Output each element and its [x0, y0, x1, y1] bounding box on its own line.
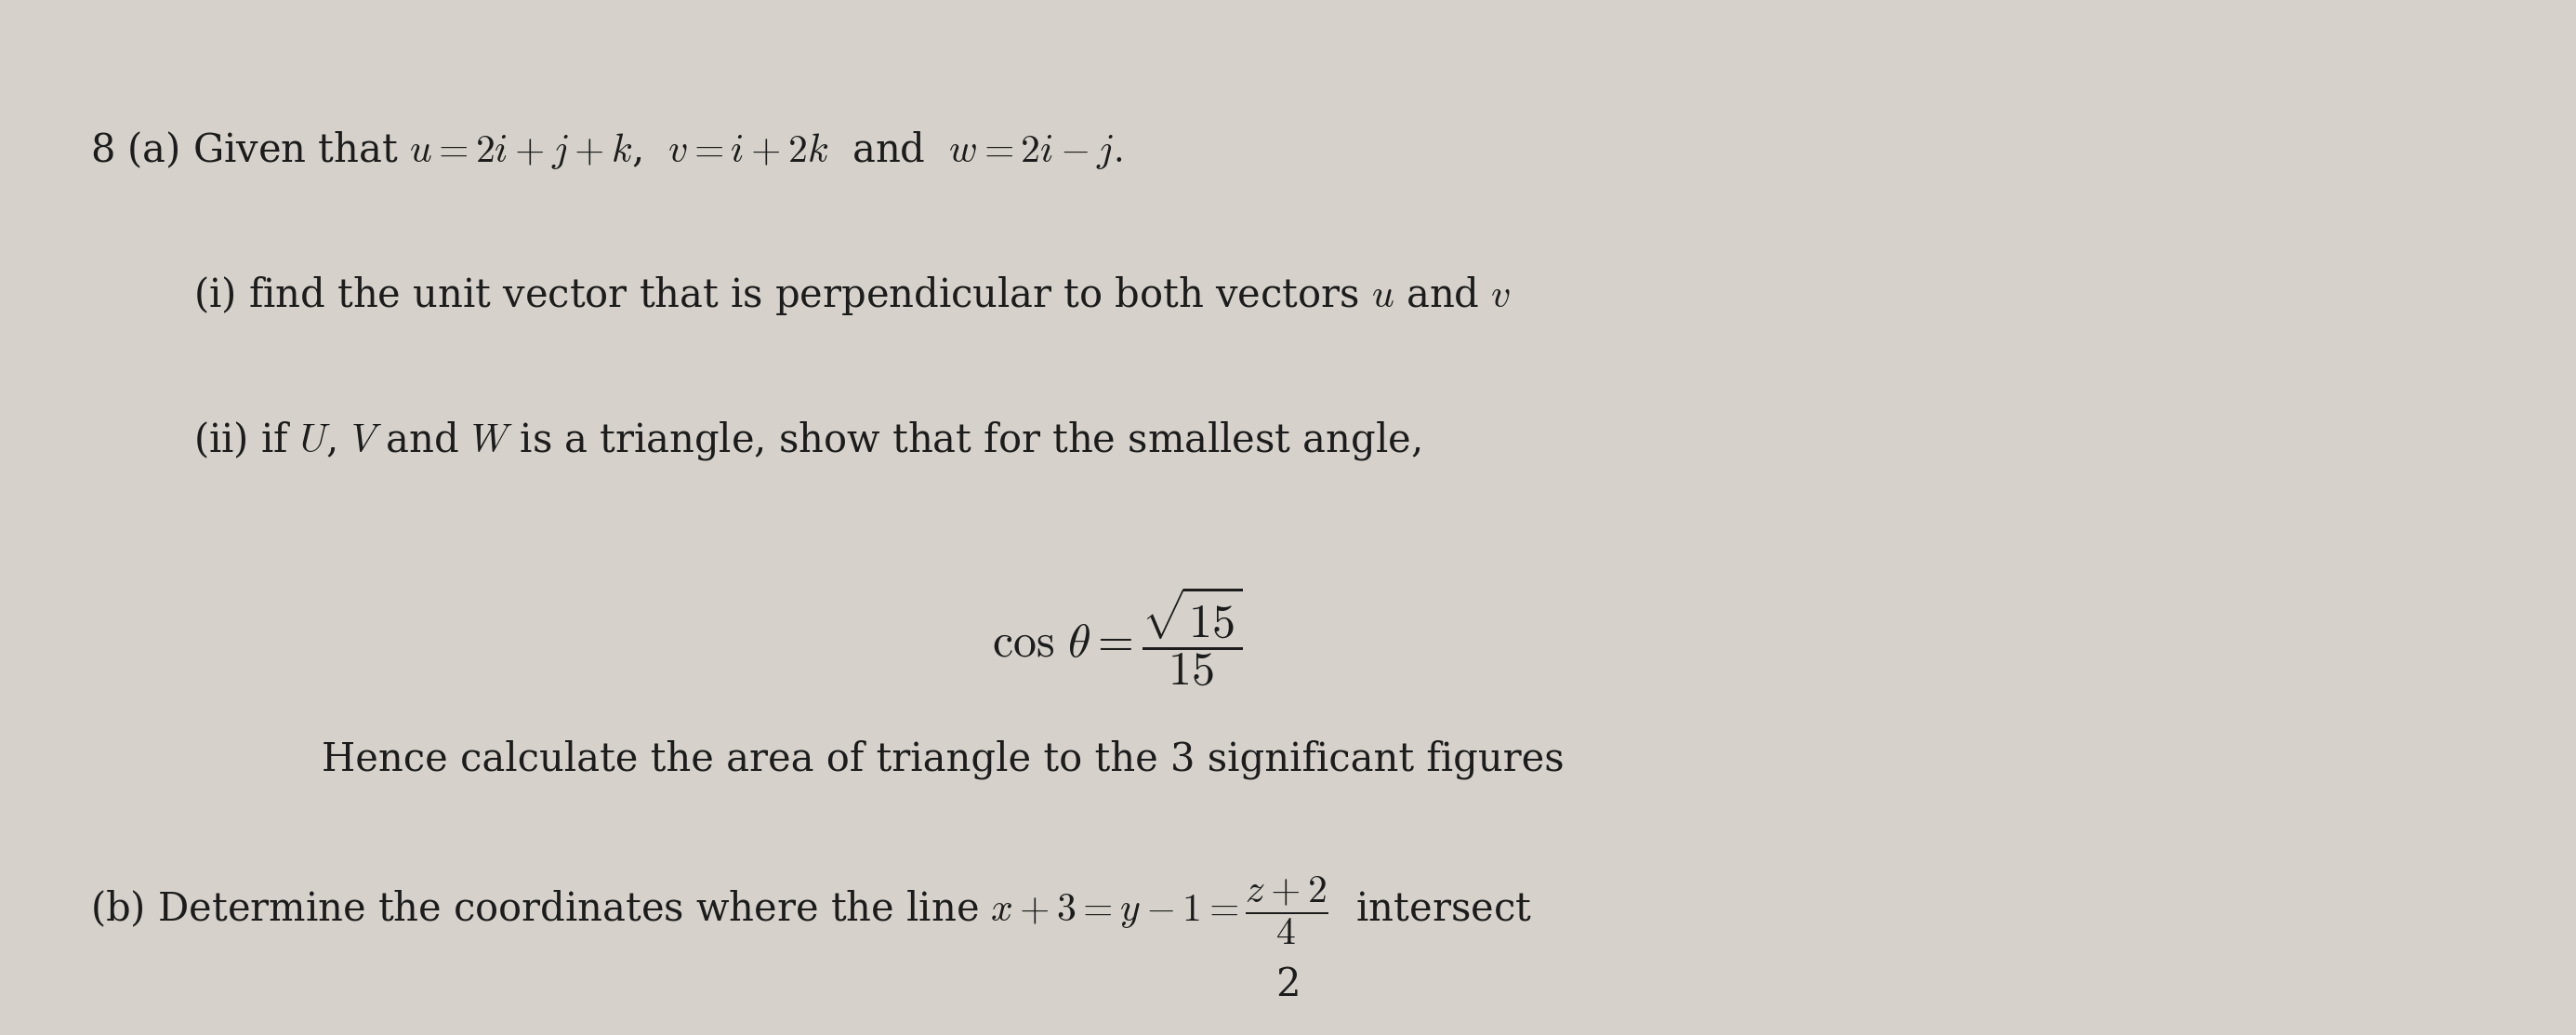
Text: $\cos\,\theta = \dfrac{\sqrt{15}}{15}$: $\cos\,\theta = \dfrac{\sqrt{15}}{15}$	[992, 585, 1242, 688]
Text: Hence calculate the area of triangle to the 3 significant figures: Hence calculate the area of triangle to …	[322, 740, 1564, 779]
Text: 8 (a) Given that $u = 2i + j + k$,  $v = i + 2k$  and  $w = 2i - j.$: 8 (a) Given that $u = 2i + j + k$, $v = …	[90, 129, 1123, 171]
Text: (i) find the unit vector that is perpendicular to both vectors $u$ and $v$: (i) find the unit vector that is perpend…	[193, 274, 1510, 317]
Text: (ii) if $U$, $V$ and $W$ is a triangle, show that for the smallest angle,: (ii) if $U$, $V$ and $W$ is a triangle, …	[193, 419, 1419, 462]
Text: 2: 2	[1275, 965, 1301, 1004]
Text: (b) Determine the coordinates where the line $x + 3 = y - 1 = \dfrac{z+2}{4}$  i: (b) Determine the coordinates where the …	[90, 875, 1533, 946]
